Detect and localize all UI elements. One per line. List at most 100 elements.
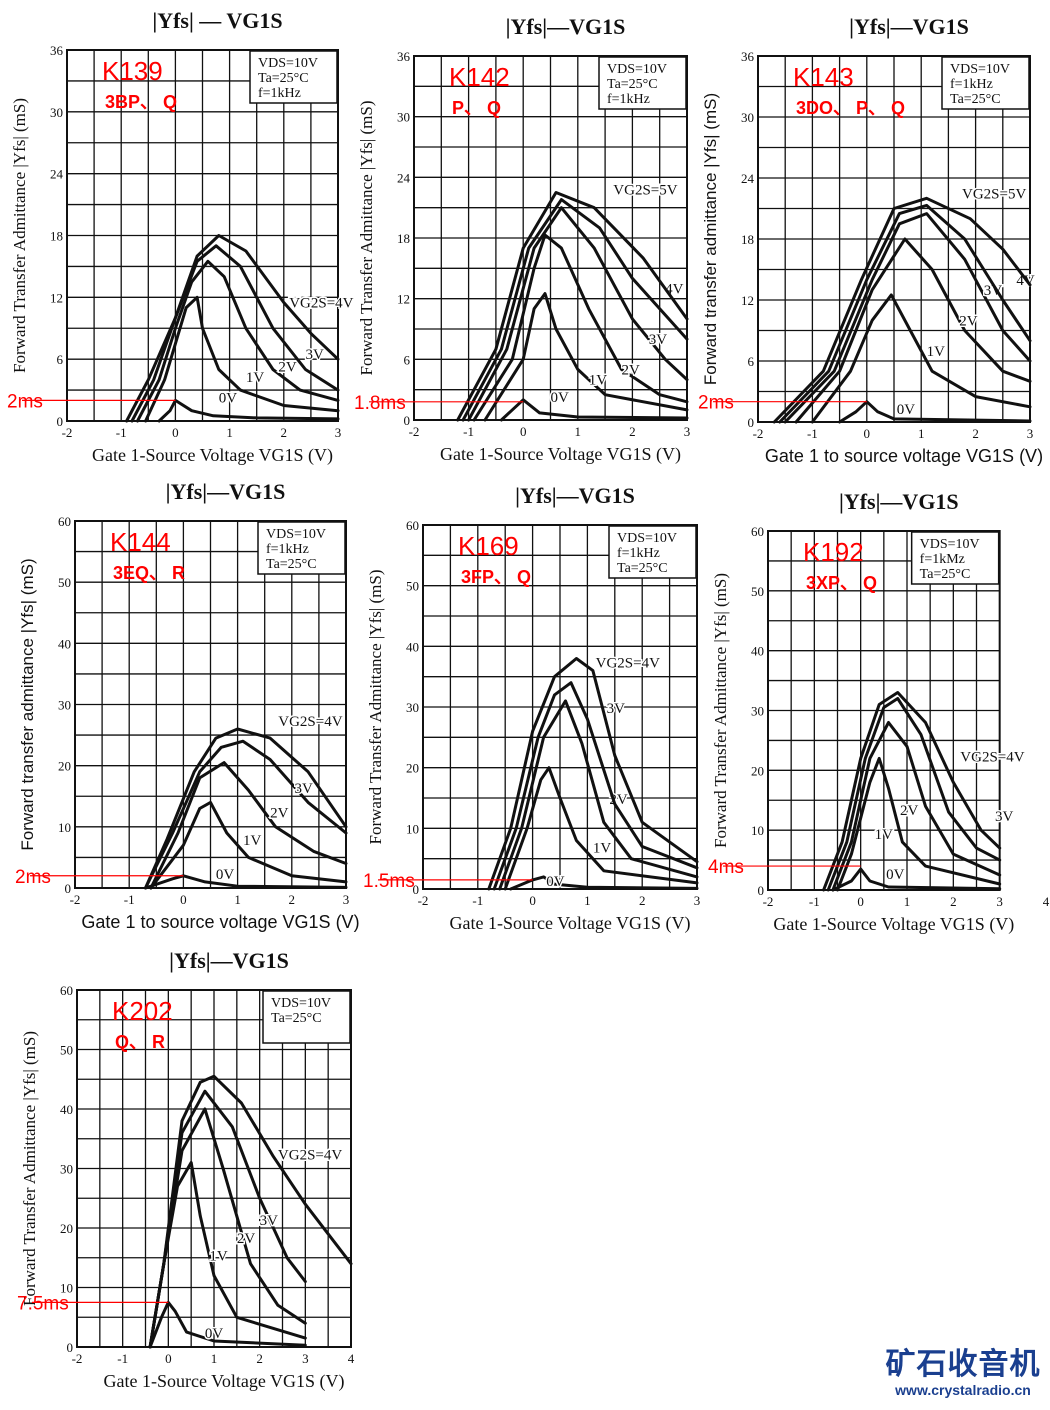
curve-label: 4V — [665, 282, 684, 298]
x-tick-label: 1 — [234, 892, 241, 907]
y-tick-label: 30 — [751, 704, 764, 719]
curve-1v — [503, 766, 699, 891]
y-tick-label: 40 — [406, 639, 419, 654]
condition-text: f=1kHz — [258, 86, 301, 101]
x-tick-label: 2 — [281, 425, 288, 440]
model-label: K143 — [793, 62, 854, 92]
x-tick-label: 3 — [1027, 426, 1034, 441]
curve-3v — [130, 244, 340, 423]
condition-text: VDS=10V — [271, 996, 331, 1011]
x-tick-label: -1 — [807, 426, 818, 441]
y-tick-label: 0 — [57, 414, 64, 429]
y-tick-label: 0 — [413, 882, 420, 897]
conditions-box-frame — [257, 521, 346, 575]
x-tick-label: -1 — [472, 893, 483, 908]
chart-title: |Yfs|—VG1S — [515, 483, 635, 508]
logo-name: 矿石收音机 — [885, 1348, 1041, 1381]
curve-label: 2V — [237, 1231, 256, 1247]
model-label: K139 — [102, 56, 163, 86]
x-tick-label: 1 — [904, 894, 911, 909]
marker-label: 2ms — [698, 393, 734, 414]
curve-2v — [498, 699, 699, 891]
x-tick-label: -2 — [72, 1351, 83, 1366]
condition-text: Ta=25°C — [617, 561, 668, 576]
x-tick-label: 3 — [343, 892, 350, 907]
condition-text: Ta=25°C — [266, 557, 317, 572]
condition-text: f=1kHz — [950, 77, 993, 92]
x-tick-label: 0 — [857, 894, 864, 909]
x-axis-label: Gate 1 to source voltage VG1S (V) — [765, 446, 1043, 466]
curve-0v — [831, 867, 1002, 892]
curve-label: VG2S=4V — [596, 656, 660, 672]
curve-0v — [148, 1300, 307, 1349]
curve-label: VG2S=5V — [613, 183, 677, 199]
x-axis-label: Gate 1-Source Voltage VG1S (V) — [440, 444, 681, 465]
x-tick-label: -2 — [763, 894, 774, 909]
curve-label: 0V — [886, 867, 905, 883]
condition-text: VDS=10V — [266, 527, 326, 542]
x-tick-label: -2 — [409, 424, 420, 439]
curve-label: 1V — [927, 344, 946, 360]
y-tick-label: 6 — [57, 352, 64, 367]
curve-label: 0V — [219, 390, 238, 406]
conditions-box-frame — [608, 525, 697, 579]
chart-title: |Yfs|—VG1S — [166, 479, 286, 504]
condition-text: f=1kHz — [266, 542, 309, 557]
curve-3v — [492, 681, 699, 891]
y-tick-label: 10 — [751, 823, 764, 838]
y-tick-label: 24 — [50, 167, 64, 182]
y-tick-label: 12 — [50, 290, 63, 305]
y-tick-label: 0 — [67, 1340, 74, 1355]
marker-label: 1.8ms — [354, 393, 406, 414]
curve-label: 3V — [295, 781, 314, 797]
curve-0v — [499, 398, 689, 422]
marker-label: 2ms — [7, 391, 43, 412]
y-tick-label: 10 — [60, 1281, 73, 1296]
curve-label: 3V — [260, 1213, 279, 1229]
curve-label: 2V — [900, 803, 919, 819]
x-tick-label: -2 — [62, 425, 73, 440]
conditions-box-frame — [249, 50, 338, 104]
curve-vg2s4v — [148, 1074, 353, 1349]
y-tick-label: 30 — [58, 698, 71, 713]
curve-2v — [136, 259, 340, 423]
plot-frame — [76, 989, 352, 1348]
x-tick-label: 1 — [575, 424, 582, 439]
chart-title: |Yfs|—VG1S — [506, 14, 626, 39]
x-tick-label: 1 — [211, 1351, 218, 1366]
y-tick-label: 6 — [748, 354, 755, 369]
curve-vg2s5v — [456, 191, 689, 422]
x-tick-label: 3 — [335, 425, 342, 440]
condition-text: VDS=10V — [617, 531, 677, 546]
curve-label: VG2S=5V — [962, 186, 1026, 202]
plot-frame — [422, 524, 698, 890]
x-tick-label: 3 — [996, 894, 1003, 909]
condition-text: VDS=10V — [607, 62, 667, 77]
marker-label: 4ms — [708, 857, 744, 878]
y-tick-label: 30 — [397, 110, 410, 125]
conditions-box-frame — [598, 56, 687, 110]
curve-label: 1V — [589, 373, 608, 389]
y-tick-label: 0 — [748, 415, 755, 430]
condition-text: VDS=10V — [920, 537, 980, 552]
y-tick-label: 20 — [60, 1221, 73, 1236]
model-label: K142 — [449, 62, 510, 92]
x-tick-label: 2 — [972, 426, 979, 441]
curve-1v — [144, 295, 340, 423]
marker-label: 7.5ms — [17, 1293, 69, 1314]
x-tick-label: 2 — [950, 894, 957, 909]
curve-0v — [157, 398, 340, 423]
y-tick-label: 24 — [741, 171, 755, 186]
curve-1v — [836, 756, 1002, 892]
x-tick-label: 3 — [694, 893, 701, 908]
y-tick-label: 20 — [751, 763, 764, 778]
curve-label: 0V — [551, 390, 570, 406]
